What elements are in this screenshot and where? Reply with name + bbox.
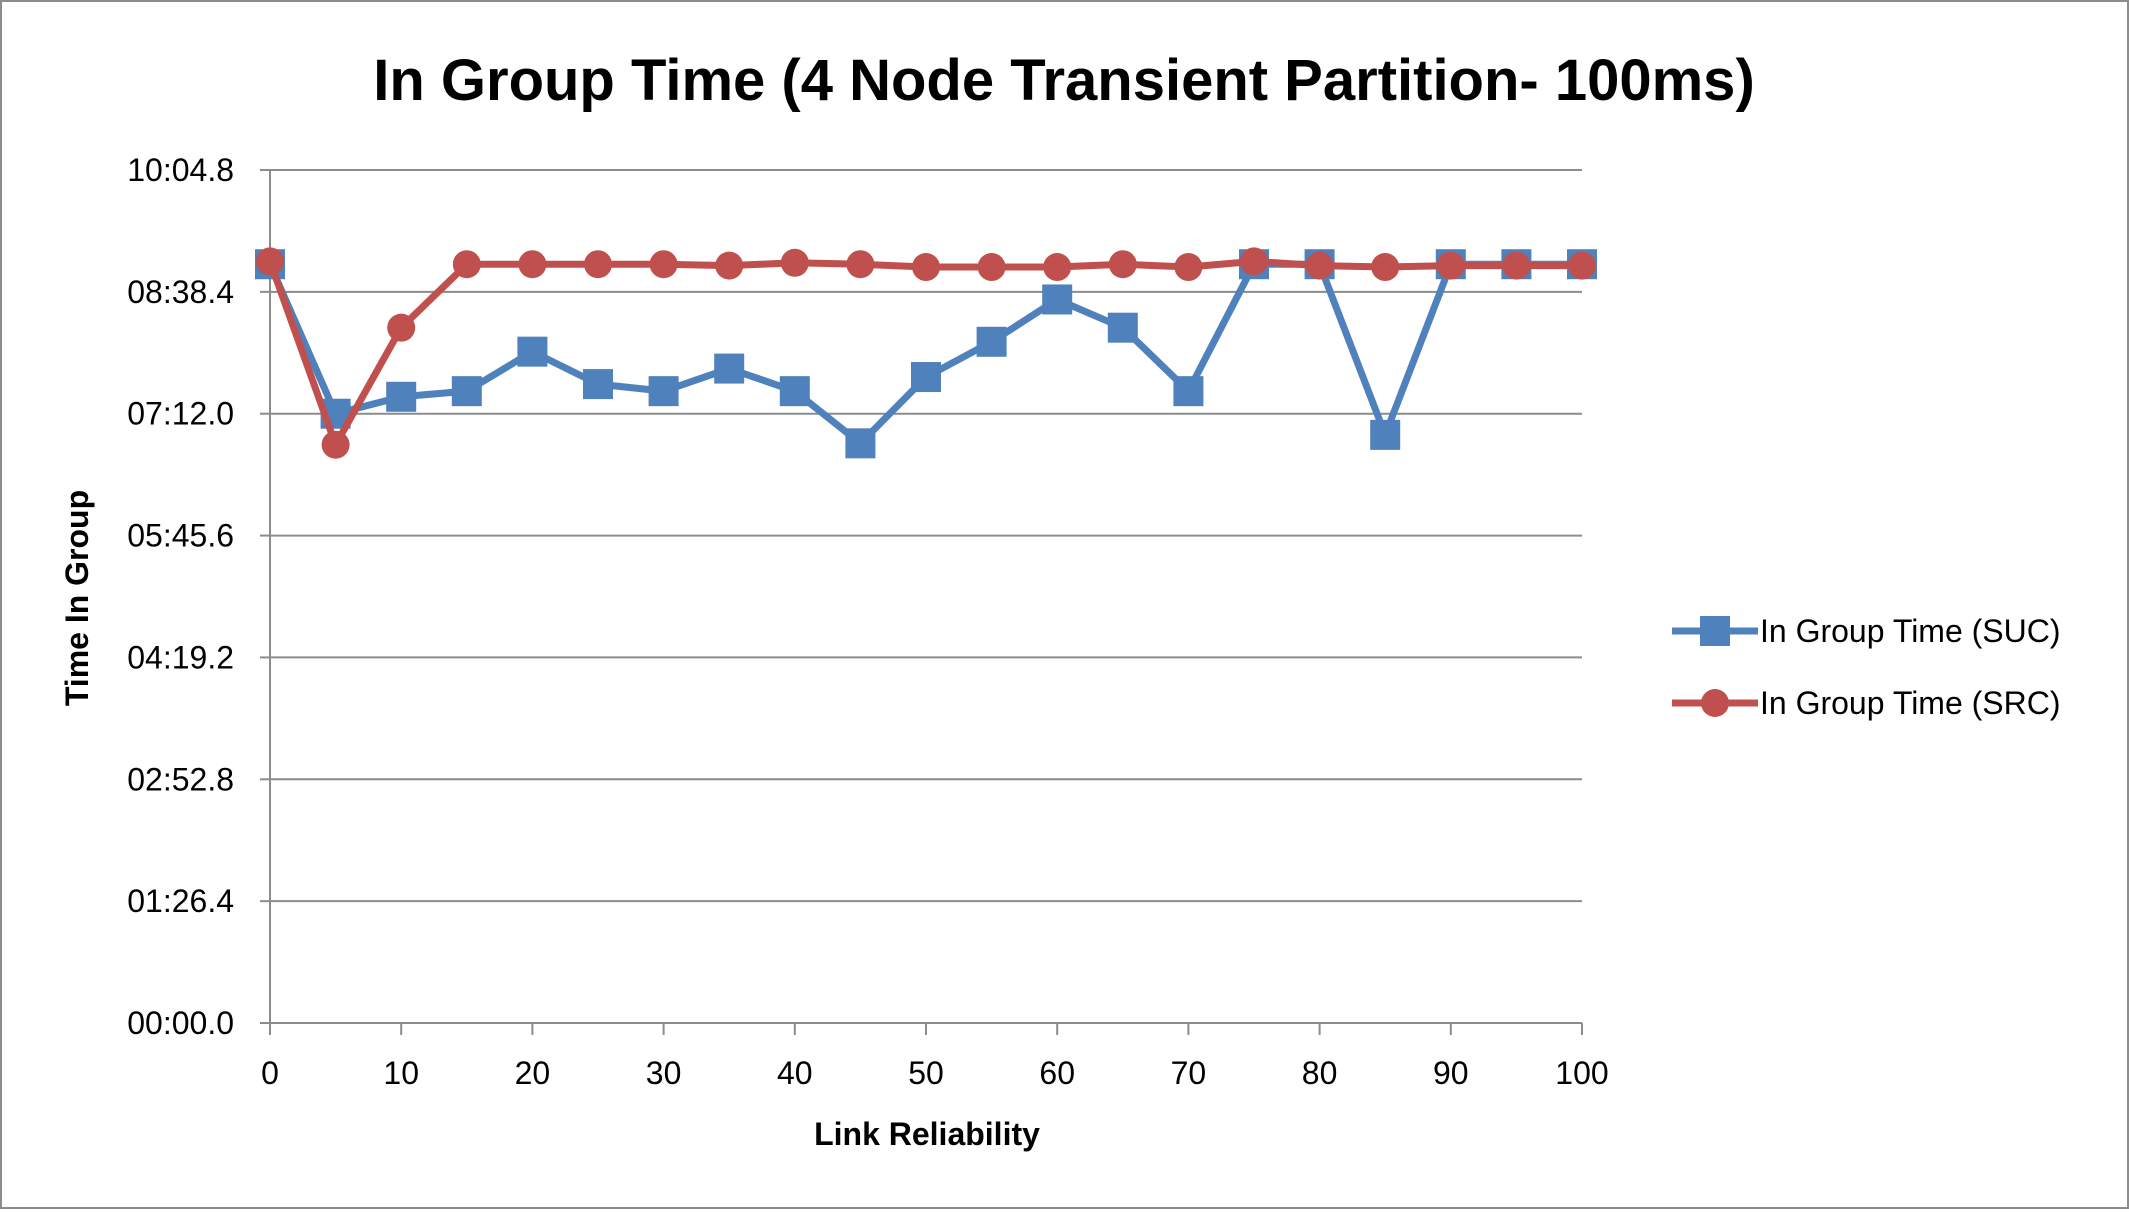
data-point-circle xyxy=(846,250,875,279)
data-point-square xyxy=(911,362,941,393)
legend-label: In Group Time (SRC) xyxy=(1760,685,2061,721)
data-point-circle xyxy=(452,250,481,279)
y-tick-label: 00:00.0 xyxy=(127,1005,234,1041)
gridlines xyxy=(270,169,1582,903)
data-point-circle xyxy=(1108,250,1137,279)
x-tick-label: 50 xyxy=(908,1055,944,1091)
data-point-square xyxy=(1107,312,1138,343)
data-point-circle xyxy=(1371,253,1400,282)
data-point-circle xyxy=(584,250,612,279)
data-point-circle xyxy=(780,248,809,277)
data-point-square xyxy=(1042,284,1073,315)
data-point-circle xyxy=(1568,251,1596,280)
data-point-circle xyxy=(321,430,350,459)
y-tick-label: 05:45.6 xyxy=(127,518,234,554)
data-point-square xyxy=(1173,376,1204,407)
x-axis-title: Link Reliability xyxy=(814,1116,1040,1152)
data-point-circle xyxy=(715,251,744,280)
data-point-square xyxy=(976,326,1007,357)
y-tick-label: 02:52.8 xyxy=(127,761,234,797)
data-point-circle xyxy=(977,253,1006,282)
data-point-circle xyxy=(387,313,416,342)
data-point-circle xyxy=(256,247,284,276)
legend-item: In Group Time (SRC) xyxy=(1672,685,2061,721)
data-point-circle xyxy=(518,250,547,279)
data-point-square xyxy=(648,376,679,407)
data-point-square xyxy=(714,353,745,384)
x-tick-label: 20 xyxy=(515,1055,551,1091)
legend-item: In Group Time (SUC) xyxy=(1672,613,2061,649)
data-point-square xyxy=(451,376,482,407)
x-tick-label: 80 xyxy=(1302,1055,1338,1091)
data-point-circle xyxy=(1436,251,1465,280)
data-point-circle xyxy=(1240,247,1268,276)
data-point-circle xyxy=(1043,253,1072,282)
y-tick-label: 01:26.4 xyxy=(127,883,234,919)
x-tick-label: 70 xyxy=(1171,1055,1207,1091)
legend-marker-circle xyxy=(1701,689,1729,717)
x-tick-label: 40 xyxy=(777,1055,813,1091)
x-tick-label: 90 xyxy=(1433,1055,1469,1091)
series-line xyxy=(266,257,1582,449)
x-tick-label: 100 xyxy=(1555,1055,1608,1091)
legend-marker-square xyxy=(1700,616,1730,646)
data-point-circle xyxy=(1305,251,1334,280)
series-2 xyxy=(256,247,1596,459)
data-point-square xyxy=(779,376,810,407)
axes: 00:00.0 01:26.4 02:52.8 04:19.2 05:45.6 07:12… xyxy=(127,152,1608,1091)
legend-label: In Group Time (SUC) xyxy=(1760,613,2061,649)
x-tick-label: 60 xyxy=(1039,1055,1075,1091)
data-point-square xyxy=(517,336,548,367)
y-tick-label: 07:12.0 xyxy=(127,396,234,432)
data-point-square xyxy=(583,369,613,400)
y-tick-label: 10:04.8 xyxy=(127,152,234,188)
series-layer xyxy=(255,247,1597,459)
y-tick-label: 04:19.2 xyxy=(127,639,234,675)
y-tick-label: 08:38.4 xyxy=(127,274,234,310)
data-point-circle xyxy=(1502,251,1531,280)
x-tick-label: 30 xyxy=(646,1055,682,1091)
data-point-square xyxy=(1370,419,1401,450)
data-point-circle xyxy=(1174,253,1203,282)
data-point-square xyxy=(386,381,417,412)
data-point-square xyxy=(845,428,876,459)
x-tick-label: 10 xyxy=(383,1055,419,1091)
data-point-circle xyxy=(649,250,678,279)
chart-title: In Group Time (4 Node Transient Partitio… xyxy=(373,48,1755,113)
data-point-circle xyxy=(912,253,940,282)
legend: In Group Time (SUC) In Group Time (SRC) xyxy=(1672,613,2061,721)
y-axis-title: Time In Group xyxy=(59,490,95,706)
x-tick-label: 0 xyxy=(261,1055,279,1091)
